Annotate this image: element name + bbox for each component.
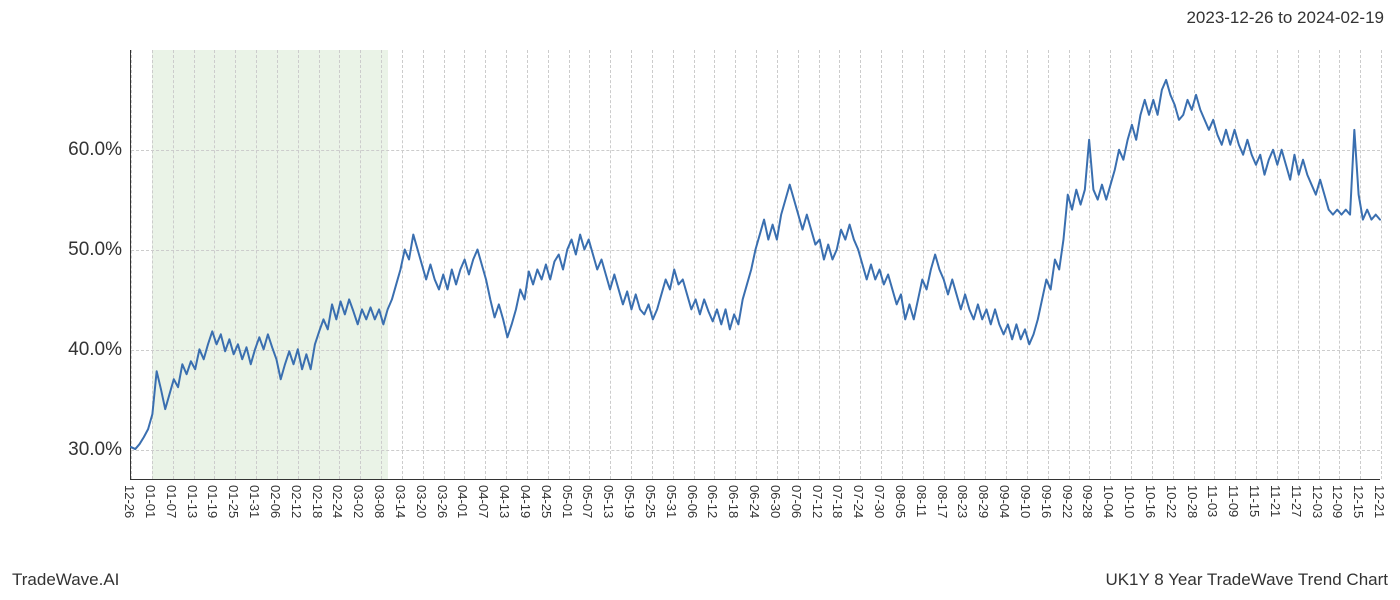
brand-label: TradeWave.AI [12, 570, 119, 590]
x-tick-label: 02-06 [268, 485, 283, 518]
x-tick-label: 06-24 [747, 485, 762, 518]
plot-area: 12-2601-0101-0701-1301-1901-2501-3102-06… [130, 50, 1380, 480]
x-tick-label: 06-12 [705, 485, 720, 518]
x-tick-label: 12-03 [1310, 485, 1325, 518]
x-tick-label: 08-17 [935, 485, 950, 518]
x-tick-label: 12-09 [1330, 485, 1345, 518]
x-tick-label: 08-29 [976, 485, 991, 518]
x-tick-label: 03-26 [435, 485, 450, 518]
x-tick-label: 03-08 [372, 485, 387, 518]
x-tick-label: 06-06 [685, 485, 700, 518]
x-tick-label: 12-15 [1351, 485, 1366, 518]
x-tick-label: 11-21 [1268, 485, 1283, 517]
y-tick-label: 30.0% [68, 439, 122, 461]
x-tick-label: 03-14 [393, 485, 408, 518]
x-tick-label: 10-04 [1101, 485, 1116, 518]
x-tick-label: 10-16 [1143, 485, 1158, 518]
x-tick-label: 05-13 [601, 485, 616, 518]
x-tick-label: 01-01 [143, 485, 158, 518]
x-tick-label: 03-02 [351, 485, 366, 518]
x-tick-label: 04-07 [476, 485, 491, 518]
x-tick-label: 09-22 [1060, 485, 1075, 518]
x-tick-label: 01-25 [226, 485, 241, 518]
x-tick-label: 05-19 [622, 485, 637, 518]
x-tick-label: 11-03 [1205, 485, 1220, 517]
x-tick-label: 02-24 [330, 485, 345, 518]
x-tick-label: 06-18 [726, 485, 741, 518]
x-tick-label: 04-01 [455, 485, 470, 518]
y-tick-label: 60.0% [68, 139, 122, 161]
x-tick-label: 01-19 [205, 485, 220, 518]
x-tick-label: 09-10 [1018, 485, 1033, 518]
x-tick-label: 09-28 [1080, 485, 1095, 518]
x-tick-label: 09-16 [1039, 485, 1054, 518]
x-tick-label: 05-01 [560, 485, 575, 518]
x-tick-label: 12-21 [1372, 485, 1387, 518]
x-tick-label: 01-31 [247, 485, 262, 518]
x-tick-label: 02-12 [289, 485, 304, 518]
y-tick-label: 40.0% [68, 339, 122, 361]
x-tick-label: 03-20 [414, 485, 429, 518]
x-tick-label: 10-22 [1164, 485, 1179, 518]
x-tick-label: 11-27 [1289, 485, 1304, 517]
x-tick-label: 01-13 [185, 485, 200, 518]
x-tick-label: 06-30 [768, 485, 783, 518]
y-tick-label: 50.0% [68, 239, 122, 261]
x-tick-label: 05-07 [580, 485, 595, 518]
x-tick-label: 07-06 [789, 485, 804, 518]
x-tick-label: 10-28 [1185, 485, 1200, 518]
x-tick-label: 09-04 [997, 485, 1012, 518]
x-tick-label: 08-23 [955, 485, 970, 518]
x-tick-label: 12-26 [122, 485, 137, 518]
x-tick-label: 07-30 [872, 485, 887, 518]
x-tick-label: 07-12 [810, 485, 825, 518]
date-range-label: 2023-12-26 to 2024-02-19 [1186, 8, 1384, 28]
x-tick-label: 02-18 [310, 485, 325, 518]
x-tick-label: 01-07 [164, 485, 179, 518]
x-tick-label: 08-05 [893, 485, 908, 518]
series-line [131, 80, 1380, 449]
x-tick-label: 07-18 [830, 485, 845, 518]
x-tick-label: 11-09 [1226, 485, 1241, 517]
line-series [131, 50, 1380, 479]
x-tick-label: 08-11 [914, 485, 929, 517]
chart-title: UK1Y 8 Year TradeWave Trend Chart [1105, 570, 1388, 590]
x-tick-label: 05-25 [643, 485, 658, 518]
x-tick-label: 04-19 [518, 485, 533, 518]
x-tick-label: 07-24 [851, 485, 866, 518]
x-tick-label: 05-31 [664, 485, 679, 518]
x-tick-label: 04-13 [497, 485, 512, 518]
x-tick-label: 10-10 [1122, 485, 1137, 518]
trend-chart: 12-2601-0101-0701-1301-1901-2501-3102-06… [130, 50, 1380, 480]
x-gridline [1381, 50, 1382, 479]
x-tick-label: 11-15 [1247, 485, 1262, 517]
x-tick-label: 04-25 [539, 485, 554, 518]
